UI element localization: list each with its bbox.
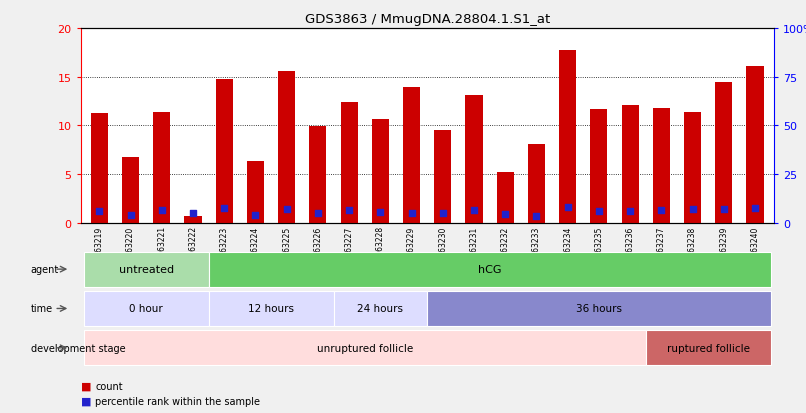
Text: percentile rank within the sample: percentile rank within the sample [95, 396, 260, 406]
Bar [216, 79, 233, 223]
Text: unruptured follicle: unruptured follicle [317, 343, 413, 353]
Text: ■: ■ [81, 396, 91, 406]
Point [124, 212, 137, 218]
Bar [621, 106, 638, 223]
Bar [209, 252, 771, 287]
Bar [590, 109, 608, 223]
Point [186, 210, 199, 216]
Bar [122, 158, 139, 223]
Text: time: time [31, 304, 53, 314]
Text: 36 hours: 36 hours [576, 304, 622, 314]
Bar [340, 103, 358, 223]
Text: development stage: development stage [31, 343, 125, 353]
Text: 24 hours: 24 hours [357, 304, 403, 314]
Bar [465, 96, 483, 223]
Text: 12 hours: 12 hours [248, 304, 294, 314]
Bar [372, 120, 389, 223]
Point [374, 209, 387, 216]
Point [218, 206, 231, 212]
Bar [278, 71, 295, 223]
Bar [528, 145, 545, 223]
Bar [153, 112, 170, 223]
Point [249, 212, 262, 219]
Title: GDS3863 / MmugDNA.28804.1.S1_at: GDS3863 / MmugDNA.28804.1.S1_at [305, 13, 550, 26]
Bar [185, 216, 202, 223]
Point [655, 208, 668, 214]
Point [749, 205, 762, 212]
Bar [403, 88, 420, 223]
Bar [559, 51, 576, 223]
Bar [684, 112, 701, 223]
Bar [310, 127, 326, 223]
Bar [91, 113, 108, 223]
Bar [434, 131, 451, 223]
Bar [247, 162, 264, 223]
Point [343, 207, 355, 214]
Bar [646, 330, 771, 366]
Bar [84, 252, 209, 287]
Point [311, 210, 324, 216]
Bar [209, 291, 334, 326]
Text: hCG: hCG [478, 264, 501, 275]
Point [717, 206, 730, 213]
Text: 0 hour: 0 hour [129, 304, 163, 314]
Text: untreated: untreated [118, 264, 174, 275]
Point [592, 209, 605, 215]
Bar [746, 67, 763, 223]
Point [280, 206, 293, 213]
Bar [715, 83, 733, 223]
Point [467, 207, 480, 214]
Point [93, 208, 106, 215]
Bar [653, 109, 670, 223]
Point [405, 210, 418, 216]
Bar [427, 291, 771, 326]
Bar [496, 173, 513, 223]
Bar [84, 330, 646, 366]
Point [686, 206, 699, 213]
Text: count: count [95, 381, 123, 391]
Bar [334, 291, 427, 326]
Point [530, 213, 543, 220]
Point [561, 204, 574, 210]
Point [624, 208, 637, 215]
Text: agent: agent [31, 264, 59, 275]
Bar [84, 291, 209, 326]
Point [499, 211, 512, 218]
Text: ruptured follicle: ruptured follicle [667, 343, 750, 353]
Text: ■: ■ [81, 381, 91, 391]
Point [156, 208, 168, 214]
Point [436, 210, 449, 216]
